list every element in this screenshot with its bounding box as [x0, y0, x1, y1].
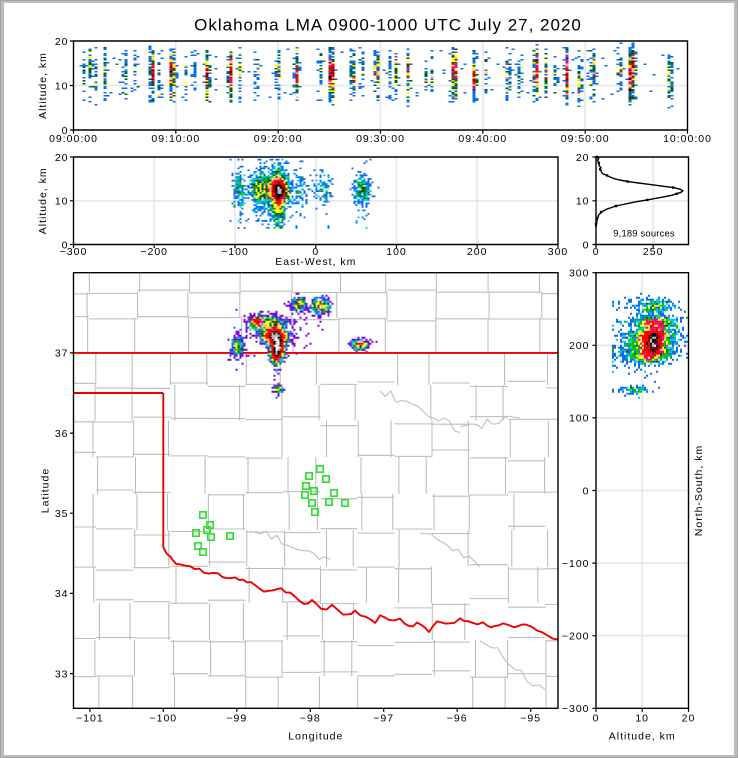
svg-text:Altitude, km: Altitude, km [37, 167, 49, 234]
svg-text:35: 35 [55, 508, 69, 520]
svg-text:10: 10 [55, 196, 69, 208]
svg-text:−200: −200 [140, 246, 168, 258]
svg-text:0: 0 [583, 485, 590, 497]
svg-text:−100: −100 [221, 246, 249, 258]
svg-text:34: 34 [55, 588, 69, 600]
svg-text:Altitude, km: Altitude, km [37, 52, 49, 119]
svg-text:09:20:00: 09:20:00 [254, 133, 303, 145]
svg-text:−99: −99 [226, 712, 247, 724]
svg-text:100: 100 [386, 246, 407, 258]
svg-text:09:00:00: 09:00:00 [49, 133, 98, 145]
svg-text:0: 0 [62, 125, 69, 137]
svg-text:09:10:00: 09:10:00 [151, 133, 200, 145]
svg-text:0: 0 [593, 712, 600, 724]
svg-text:−300: −300 [562, 703, 590, 715]
svg-text:9,189 sources: 9,189 sources [613, 228, 675, 239]
svg-text:250: 250 [643, 246, 664, 258]
svg-text:09:50:00: 09:50:00 [561, 133, 610, 145]
svg-text:−300: −300 [60, 246, 88, 258]
svg-text:10: 10 [576, 196, 590, 208]
svg-text:−98: −98 [300, 712, 321, 724]
svg-text:−100: −100 [149, 712, 177, 724]
svg-text:20: 20 [55, 152, 69, 164]
svg-text:−95: −95 [520, 712, 541, 724]
svg-text:Latitude: Latitude [40, 468, 52, 513]
svg-text:0: 0 [312, 246, 319, 258]
svg-text:−97: −97 [373, 712, 394, 724]
svg-text:0: 0 [62, 239, 69, 251]
svg-text:10:00:00: 10:00:00 [663, 133, 712, 145]
svg-text:−200: −200 [562, 631, 590, 643]
svg-text:Oklahoma LMA 0900-1000 UTC Jul: Oklahoma LMA 0900-1000 UTC July 27, 2020 [194, 16, 582, 35]
svg-text:East-West, km: East-West, km [275, 256, 356, 268]
svg-text:20: 20 [55, 36, 69, 48]
svg-text:−100: −100 [562, 558, 590, 570]
svg-text:300: 300 [569, 268, 590, 280]
svg-text:Altitude, km: Altitude, km [609, 731, 676, 743]
svg-text:0: 0 [593, 246, 600, 258]
svg-text:33: 33 [55, 668, 69, 680]
svg-text:−96: −96 [447, 712, 468, 724]
svg-text:10: 10 [635, 712, 649, 724]
svg-text:09:40:00: 09:40:00 [458, 133, 507, 145]
svg-text:200: 200 [467, 246, 488, 258]
svg-text:200: 200 [569, 340, 590, 352]
svg-text:09:30:00: 09:30:00 [356, 133, 405, 145]
svg-text:10: 10 [55, 80, 69, 92]
svg-text:37: 37 [55, 348, 69, 360]
svg-text:20: 20 [682, 712, 696, 724]
svg-text:100: 100 [569, 413, 590, 425]
svg-text:36: 36 [55, 428, 69, 440]
svg-text:−101: −101 [76, 712, 104, 724]
svg-text:300: 300 [548, 246, 569, 258]
svg-text:Longitude: Longitude [288, 731, 343, 743]
svg-text:North-South, km: North-South, km [693, 445, 705, 536]
svg-text:20: 20 [576, 152, 590, 164]
svg-text:0: 0 [583, 239, 590, 251]
